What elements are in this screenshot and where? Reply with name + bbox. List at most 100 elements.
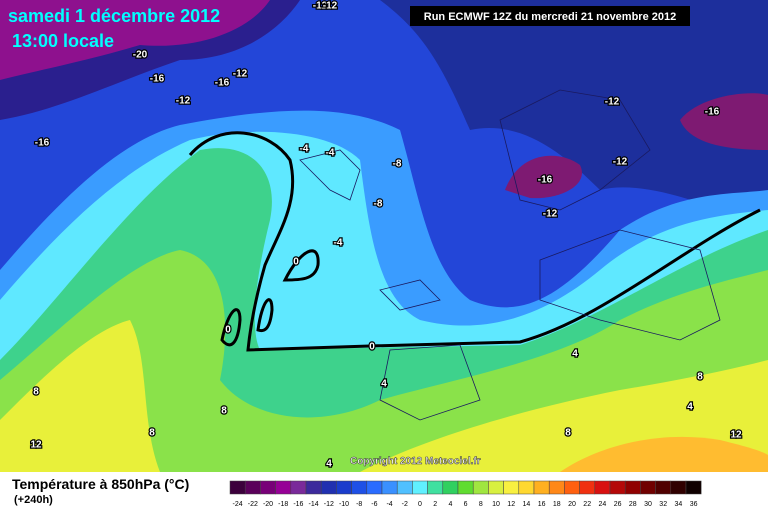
scale-label: 36 [690, 501, 698, 508]
scale-label: -24 [233, 501, 243, 508]
scale-label: -22 [248, 501, 258, 508]
scale-label: -10 [339, 501, 349, 508]
scale-swatch [351, 480, 368, 495]
scale-label: 24 [599, 501, 607, 508]
contour-label: 12 [30, 440, 42, 451]
zero-isotherm [220, 249, 320, 347]
coastline [299, 89, 721, 421]
hot-region [0, 320, 160, 472]
hotter-region [560, 436, 768, 472]
scale-swatch [594, 480, 611, 495]
scale-label: 6 [464, 501, 468, 508]
color-scale: -24 -22 -20 -18 -16 -14 -12 -10 -8 -6 -4 -2 0 2 4 6 8 10 1… [229, 480, 702, 508]
cold-region [0, 0, 768, 230]
scale-label: 20 [568, 501, 576, 508]
scale-swatch [533, 480, 550, 495]
contour-label: -12 [313, 1, 328, 12]
contour-label: 0 [369, 342, 375, 353]
lead-time: (+240h) [14, 494, 53, 506]
contour-label: -16 [215, 78, 230, 89]
very-cold-region [505, 155, 582, 199]
contour-label: -12 [176, 96, 191, 107]
contour-label: -16 [538, 175, 553, 186]
scale-swatch [579, 480, 596, 495]
scale-swatch [548, 480, 565, 495]
contour-label: 0 [225, 325, 231, 336]
scale-label: -14 [309, 501, 319, 508]
contour-label: 8 [33, 387, 39, 398]
scale-label: -4 [386, 501, 392, 508]
very-cold-region [0, 0, 270, 80]
contour-label: -20 [133, 50, 148, 61]
contour-label: -4 [326, 148, 335, 159]
scale-label: -18 [278, 501, 288, 508]
scale-label: 26 [614, 501, 622, 508]
scale-label: 14 [523, 501, 531, 508]
scale-label: 22 [583, 501, 591, 508]
scale-swatch [305, 480, 322, 495]
scale-swatch [290, 480, 307, 495]
legend: Température à 850hPa (°C) (+240h) -24 -22… [12, 476, 702, 508]
legend-title: Température à 850hPa (°C) [12, 476, 189, 492]
scale-label: 0 [418, 501, 422, 508]
contour-label: -8 [374, 199, 383, 210]
very-cold-region [680, 93, 768, 150]
scale-swatch [457, 480, 474, 495]
scale-label: -12 [324, 501, 334, 508]
scale-swatch [472, 480, 489, 495]
contour-label: -16 [35, 138, 50, 149]
scale-swatch [412, 480, 428, 495]
contour-label: 4 [326, 459, 332, 470]
scale-swatch [396, 480, 413, 495]
contour-label: -8 [393, 159, 402, 170]
contour-label: -4 [300, 144, 309, 155]
contour-label: -12 [323, 1, 338, 12]
contour-label: -4 [334, 238, 343, 249]
scale-swatch [609, 480, 626, 495]
contour-label: 4 [572, 349, 578, 360]
map: Run ECMWF 12Z du mercredi 21 novembre 20… [0, 0, 768, 473]
scale-swatch [229, 480, 246, 495]
scale-label: 28 [629, 501, 637, 508]
scale-swatch [518, 480, 535, 495]
contour-label: 0 [293, 257, 299, 268]
run-box [410, 6, 690, 26]
forecast-time: 13:00 locale [12, 31, 114, 51]
scale-label: 4 [448, 501, 452, 508]
scale-label: -16 [293, 501, 303, 508]
scale-swatch [366, 480, 383, 495]
zero-isotherm [188, 131, 761, 352]
contour-label: -16 [705, 107, 720, 118]
scale-swatch [685, 480, 702, 495]
contour-label: 8 [697, 372, 703, 383]
contour-label: -12 [543, 209, 558, 220]
scale-swatch [320, 480, 337, 495]
scale-label: 32 [659, 501, 667, 508]
scale-label: -8 [356, 501, 362, 508]
scale-swatch [503, 480, 520, 495]
scale-swatch [381, 480, 398, 495]
scale-swatch [624, 480, 641, 495]
scale-swatch [442, 480, 459, 495]
contour-label: -16 [150, 74, 165, 85]
contour-labels: -12-12-20-16 -16-12-12-16-4 -4-8-8-4000-12… [29, 0, 743, 471]
scale-swatch [640, 480, 656, 495]
scale-label: 2 [433, 501, 437, 508]
scale-swatch [564, 480, 580, 495]
run-info: Run ECMWF 12Z du mercredi 21 novembre 20… [424, 11, 676, 23]
scale-swatch [488, 480, 504, 495]
scale-swatch [336, 480, 352, 495]
contour-label: -12 [613, 157, 628, 168]
scale-label: -20 [263, 501, 273, 508]
scale-label: 12 [507, 501, 515, 508]
scale-swatch [275, 480, 292, 495]
scale-swatch [427, 480, 444, 495]
contour-label: 4 [381, 379, 387, 390]
contour-label: 8 [149, 428, 155, 439]
contour-label: 8 [221, 406, 227, 417]
contour-label: 8 [565, 428, 571, 439]
scale-label: 18 [553, 501, 561, 508]
scale-label: 16 [538, 501, 546, 508]
contour-label: -12 [233, 69, 248, 80]
